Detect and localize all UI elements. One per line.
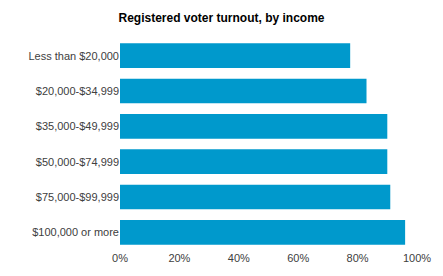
svg-text:Less than $20,000: Less than $20,000	[28, 50, 119, 62]
svg-text:$20,000-$34,999: $20,000-$34,999	[36, 85, 119, 97]
svg-text:80%: 80%	[347, 252, 369, 264]
svg-text:20%: 20%	[168, 252, 190, 264]
svg-text:60%: 60%	[287, 252, 309, 264]
svg-text:$50,000-$74,999: $50,000-$74,999	[36, 156, 119, 168]
svg-text:0%: 0%	[112, 252, 128, 264]
svg-text:Registered voter turnout, by i: Registered voter turnout, by income	[118, 11, 324, 25]
svg-text:$35,000-$49,999: $35,000-$49,999	[36, 120, 119, 132]
svg-text:$100,000 or more: $100,000 or more	[32, 226, 119, 238]
svg-text:40%: 40%	[228, 252, 250, 264]
svg-text:100%: 100%	[403, 252, 431, 264]
svg-text:$75,000-$99,999: $75,000-$99,999	[36, 191, 119, 203]
